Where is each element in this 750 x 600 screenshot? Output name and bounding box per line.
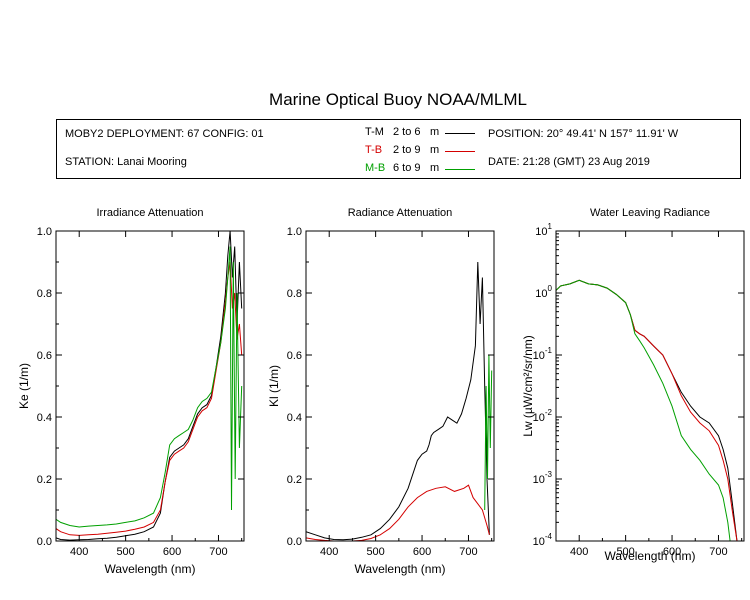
series-line-mb-2 (556, 279, 731, 541)
y-tick-label-2-0: 10-4 (533, 532, 553, 548)
x-tick-label-1-2: 600 (413, 546, 431, 558)
legend-unit-tm: m (430, 126, 440, 138)
y-axis-label-1: Kl (1/m) (267, 365, 281, 407)
y-tick-label-1-4: 0.8 (287, 288, 302, 300)
y-tick-label-0-4: 0.8 (37, 288, 52, 300)
legend-unit-tb: m (430, 144, 440, 156)
plot-frame-1 (305, 230, 495, 542)
legend-unit-mb: m (430, 162, 440, 174)
info-box: MOBY2 DEPLOYMENT: 67 CONFIG: 01 STATION:… (56, 119, 741, 179)
legend-line-tb (445, 151, 475, 152)
x-tick-label-0-2: 600 (163, 546, 181, 558)
chart-title-2: Water Leaving Radiance (590, 207, 710, 219)
page-title: Marine Optical Buoy NOAA/MLML (269, 90, 527, 109)
x-axis-label-2: Wavelength (nm) (605, 549, 696, 563)
series-line-mb-1 (484, 354, 493, 511)
legend-range-mb: 6 to 9 (393, 162, 421, 174)
x-tick-label-2-2: 600 (663, 546, 681, 558)
y-tick-label-0-3: 0.6 (37, 350, 52, 362)
y-tick-label-2-3: 10-1 (533, 346, 553, 362)
x-tick-label-2-3: 700 (709, 546, 727, 558)
x-tick-label-0-3: 700 (209, 546, 227, 558)
station-label: STATION: Lanai Mooring (65, 156, 187, 168)
legend-range-tm: 2 to 6 (393, 126, 421, 138)
legend-key-tm: T-M (365, 126, 384, 138)
plot-frame-0 (55, 230, 245, 542)
legend-key-mb: M-B (365, 162, 386, 174)
y-tick-label-1-1: 0.2 (287, 474, 302, 486)
series-line-tb-0 (56, 261, 243, 536)
x-tick-label-0-0: 400 (70, 546, 88, 558)
date-label: DATE: 21:28 (GMT) 23 Aug 2019 (488, 156, 650, 168)
deployment-label: MOBY2 DEPLOYMENT: 67 CONFIG: 01 (65, 128, 264, 140)
y-axis-label-2: Lw (µW/cm²/sr/nm) (521, 335, 535, 437)
y-tick-label-2-5: 101 (535, 222, 552, 238)
y-tick-label-2-1: 10-3 (533, 470, 553, 486)
legend-line-tm (445, 133, 475, 134)
y-tick-label-2-2: 10-2 (533, 408, 553, 424)
x-axis-label-1: Wavelength (nm) (355, 562, 446, 576)
legend-range-tb: 2 to 9 (393, 144, 421, 156)
legend-key-tb: T-B (365, 144, 383, 156)
y-tick-label-0-2: 0.4 (37, 412, 52, 424)
x-tick-label-0-1: 500 (116, 546, 134, 558)
y-tick-label-1-0: 0.0 (287, 536, 302, 548)
series-line-mb-0 (56, 246, 243, 528)
y-tick-label-1-2: 0.4 (287, 412, 302, 424)
series-line-tb-1 (306, 484, 490, 541)
series-line-tm-2 (556, 279, 738, 541)
y-tick-label-0-0: 0.0 (37, 536, 52, 548)
plot-frame-2 (555, 230, 745, 542)
y-tick-label-2-4: 100 (535, 284, 552, 300)
x-tick-label-1-0: 400 (320, 546, 338, 558)
x-tick-label-2-1: 500 (616, 546, 634, 558)
series-line-tm-1 (306, 261, 490, 541)
chart-title-0: Irradiance Attenuation (96, 207, 203, 219)
x-tick-label-1-3: 700 (459, 546, 477, 558)
x-tick-label-2-0: 400 (570, 546, 588, 558)
legend-line-mb (445, 169, 475, 170)
y-tick-label-0-5: 1.0 (37, 226, 52, 238)
y-tick-label-1-5: 1.0 (287, 226, 302, 238)
x-axis-label-0: Wavelength (nm) (105, 562, 196, 576)
series-line-tb-2 (556, 279, 738, 541)
y-axis-label-0: Ke (1/m) (17, 363, 31, 409)
chart-title-1: Radiance Attenuation (348, 207, 453, 219)
position-label: POSITION: 20° 49.41' N 157° 11.91' W (488, 128, 679, 140)
y-tick-label-0-1: 0.2 (37, 474, 52, 486)
y-tick-label-1-3: 0.6 (287, 350, 302, 362)
x-tick-label-1-1: 500 (366, 546, 384, 558)
